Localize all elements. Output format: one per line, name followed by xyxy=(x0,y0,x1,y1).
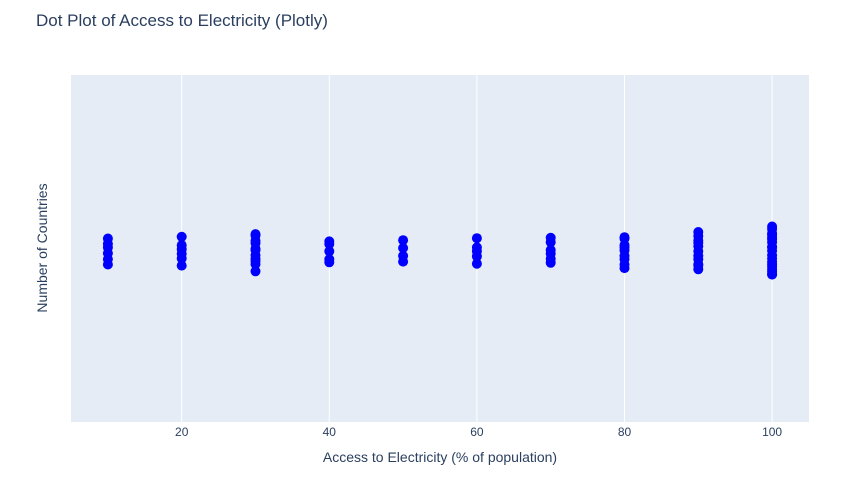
data-point xyxy=(324,257,335,268)
data-point xyxy=(545,237,556,248)
data-point xyxy=(398,256,409,267)
data-points xyxy=(102,221,778,280)
data-point xyxy=(471,251,482,262)
data-point xyxy=(176,260,187,271)
data-point xyxy=(545,257,556,268)
data-point xyxy=(767,269,778,280)
data-point xyxy=(471,233,482,244)
x-tick-label: 80 xyxy=(618,425,632,439)
x-tick-label: 20 xyxy=(175,425,189,439)
x-tick-label: 100 xyxy=(762,425,782,439)
data-point xyxy=(693,264,704,275)
x-tick-labels: 20 40 60 80 100 xyxy=(175,425,782,439)
data-point xyxy=(471,258,482,269)
data-point xyxy=(176,253,187,264)
data-point xyxy=(398,243,409,253)
data-point xyxy=(324,246,335,257)
data-point xyxy=(250,266,261,277)
data-point xyxy=(176,231,187,242)
plot-area xyxy=(71,75,809,422)
chart-title: Dot Plot of Access to Electricity (Plotl… xyxy=(36,11,328,30)
y-axis-label: Number of Countries xyxy=(34,183,50,312)
data-point xyxy=(619,263,630,274)
data-point xyxy=(102,259,113,270)
x-axis-label: Access to Electricity (% of population) xyxy=(323,449,557,465)
data-point xyxy=(250,259,261,270)
data-point xyxy=(324,239,335,249)
x-tick-label: 40 xyxy=(323,425,337,439)
data-point xyxy=(398,235,409,246)
x-tick-label: 60 xyxy=(470,425,484,439)
